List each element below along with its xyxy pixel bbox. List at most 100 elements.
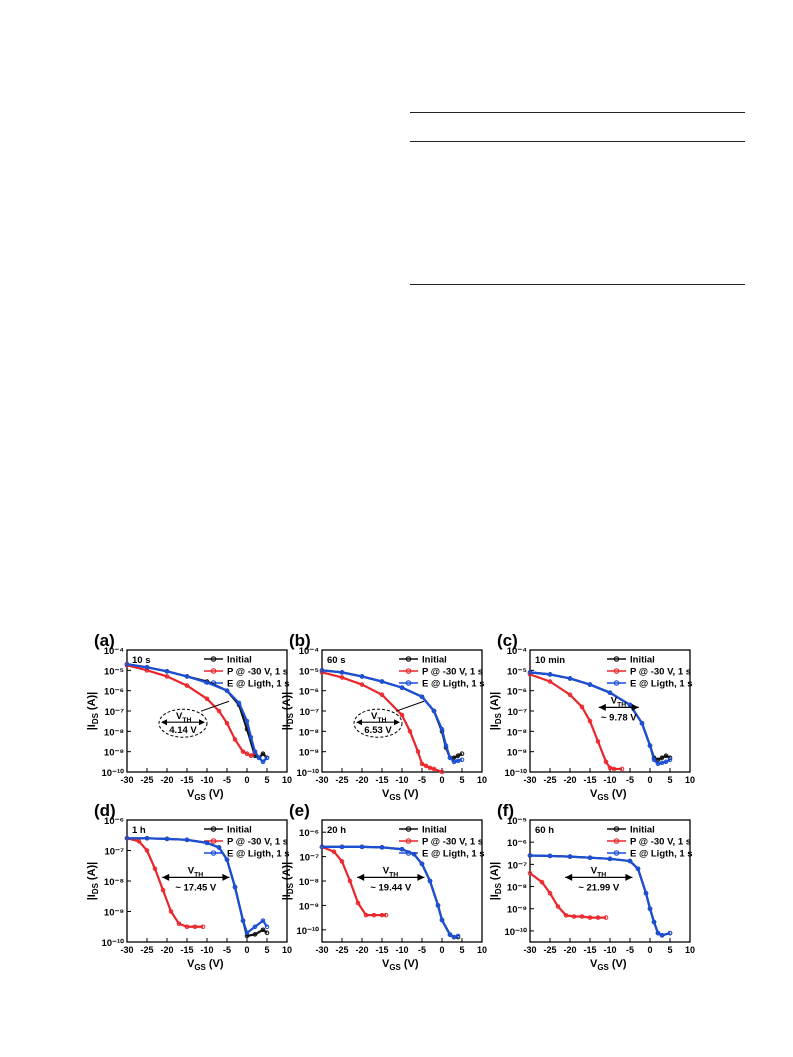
series-line	[322, 845, 459, 939]
x-tick-label: -10	[200, 945, 213, 955]
data-point	[371, 912, 377, 918]
vth-label: VTH	[383, 865, 399, 878]
legend-marker	[210, 826, 217, 832]
x-tick-label: -15	[583, 945, 596, 955]
data-point	[595, 739, 601, 744]
x-tick-label: -25	[543, 945, 556, 955]
data-point	[264, 924, 270, 930]
data-point	[244, 718, 250, 724]
legend-label: Initial	[630, 655, 655, 666]
legend-marker	[210, 656, 217, 662]
data-point	[611, 766, 617, 772]
legend-marker	[405, 680, 412, 686]
data-point	[547, 679, 553, 684]
vth-value: ~ 21.99 V	[578, 882, 620, 893]
x-axis-label: VGS (V)	[590, 788, 627, 802]
y-axis-label: |IDS (A)|	[281, 692, 295, 731]
legend-label: E @ Ligth, 1 s	[227, 679, 290, 690]
legend-label: E @ Ligth, 1 s	[422, 849, 485, 860]
x-tick-label: -10	[200, 775, 213, 785]
data-point	[587, 718, 593, 724]
data-point	[319, 844, 325, 850]
data-point	[256, 755, 262, 761]
x-tick-label: -15	[180, 945, 193, 955]
data-point	[244, 933, 250, 939]
data-point	[455, 753, 461, 759]
data-point	[431, 766, 437, 772]
data-point	[184, 674, 190, 679]
y-tick-label: 10⁻⁸	[299, 877, 319, 888]
x-tick-label: -20	[563, 775, 576, 785]
data-point	[264, 755, 270, 761]
chart-panel: (b) -30 -25 -20 -15 -10 -5 0 5 10 10⁻⁴ 10⁻⁵ 10⁻⁶ 10⁻⁷…	[281, 631, 487, 802]
data-point	[439, 727, 445, 732]
data-point	[184, 683, 190, 688]
data-point	[399, 712, 405, 718]
vth-arrowhead-left	[565, 873, 573, 881]
vth-value: ~ 17.45 V	[175, 882, 217, 893]
legend-marker	[405, 668, 412, 674]
data-point	[144, 848, 150, 853]
y-tick-label: 10⁻⁸	[299, 727, 319, 738]
series-line	[321, 845, 386, 917]
x-tick-label: -20	[355, 775, 368, 785]
legend-label: P @ -30 V, 1 s	[422, 667, 483, 678]
data-point	[627, 858, 633, 864]
data-point	[659, 933, 665, 938]
table-top-rule	[410, 112, 745, 113]
x-tick-label: 5	[459, 945, 464, 955]
x-tick-label: 5	[667, 775, 672, 785]
y-tick-label: 10⁻⁷	[507, 860, 527, 871]
data-point	[164, 836, 170, 842]
legend-label: Initial	[227, 655, 252, 666]
y-tick-label: 10⁻⁸	[507, 727, 527, 738]
data-point	[124, 836, 130, 841]
series-line	[127, 837, 268, 934]
y-tick-label: 10⁻¹⁰	[101, 938, 124, 949]
data-point	[663, 759, 669, 765]
data-point	[363, 912, 369, 918]
x-tick-label: -25	[335, 945, 348, 955]
y-tick-label: 10⁻⁹	[299, 748, 319, 759]
x-tick-label: 0	[439, 945, 444, 955]
data-point	[567, 676, 573, 681]
data-point	[339, 844, 345, 850]
data-point	[379, 845, 385, 850]
x-tick-label: -10	[395, 945, 408, 955]
y-tick-label: 10⁻⁸	[104, 877, 124, 888]
vth-arrowhead-left	[162, 873, 170, 881]
y-tick-label: 10⁻⁹	[507, 905, 527, 916]
series-line	[126, 837, 203, 928]
data-point	[164, 674, 170, 679]
x-tick-label: -5	[223, 775, 231, 785]
data-point	[547, 853, 553, 859]
data-point	[152, 866, 158, 872]
data-point	[459, 757, 465, 763]
vth-arrowhead-right	[199, 719, 205, 726]
data-point	[431, 708, 437, 714]
x-tick-label: 0	[244, 775, 249, 785]
data-point	[399, 846, 405, 852]
legend-label: E @ Ligth, 1 s	[630, 849, 693, 860]
table-header-rule	[410, 141, 745, 142]
data-point	[260, 927, 266, 933]
y-tick-label: 10⁻⁷	[299, 853, 319, 864]
x-tick-label: 0	[244, 945, 249, 955]
x-tick-label: -25	[140, 945, 153, 955]
y-tick-label: 10⁻¹⁰	[101, 768, 124, 779]
y-tick-label: 10⁻⁶	[104, 816, 124, 827]
data-point	[587, 855, 593, 861]
data-point	[527, 670, 533, 675]
data-point	[184, 924, 190, 930]
data-point	[144, 664, 150, 670]
y-tick-label: 10⁻⁸	[507, 883, 527, 894]
data-point	[595, 915, 601, 920]
vth-arrowhead-right	[417, 873, 425, 881]
table-bottom-rule	[410, 284, 745, 285]
condition-label: 1 h	[132, 825, 146, 836]
y-tick-label: 10⁻⁸	[104, 727, 124, 738]
data-point	[331, 849, 337, 855]
x-tick-label: 10	[477, 775, 487, 785]
legend-label: Initial	[630, 825, 655, 836]
data-point	[655, 930, 661, 936]
